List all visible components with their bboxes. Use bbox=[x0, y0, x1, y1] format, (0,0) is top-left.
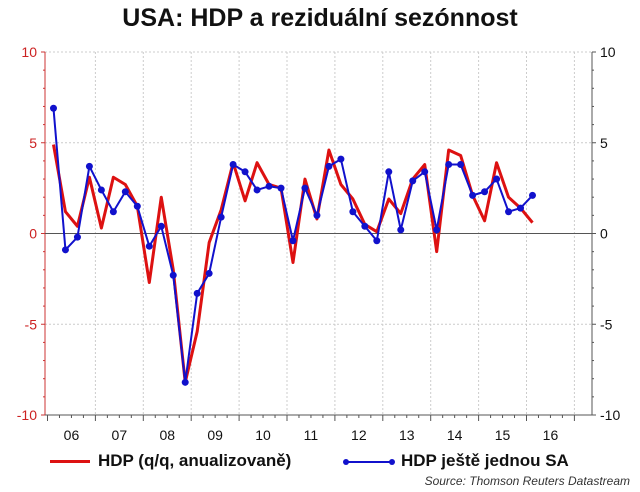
data-point bbox=[121, 188, 129, 196]
data-point bbox=[373, 237, 381, 245]
data-point bbox=[289, 237, 297, 245]
data-point bbox=[145, 242, 153, 250]
x-tick-label: 09 bbox=[207, 427, 223, 443]
y-tick-label-right: -5 bbox=[600, 316, 613, 332]
data-point bbox=[157, 222, 165, 230]
x-tick-label: 16 bbox=[543, 427, 559, 443]
data-point bbox=[277, 184, 285, 192]
data-point bbox=[97, 186, 105, 194]
data-point bbox=[457, 161, 465, 169]
x-tick-label: 11 bbox=[304, 427, 319, 443]
y-tick-label-left: -10 bbox=[17, 407, 37, 423]
legend-label-hdp: HDP (q/q, anualizovaně) bbox=[98, 451, 292, 470]
y-tick-label-right: -10 bbox=[600, 407, 620, 423]
data-point bbox=[397, 226, 405, 234]
y-tick-label-left: -5 bbox=[25, 316, 38, 332]
data-point bbox=[421, 168, 429, 176]
data-point bbox=[469, 191, 477, 199]
legend-item-hdp-sa: HDP ještě jednou SA bbox=[343, 451, 569, 471]
x-tick-label: 10 bbox=[255, 427, 271, 443]
data-point bbox=[325, 162, 333, 170]
data-point bbox=[433, 226, 441, 234]
data-point bbox=[528, 191, 536, 199]
y-tick-label-right: 10 bbox=[600, 44, 616, 60]
series-line-hdp bbox=[52, 144, 534, 384]
data-point bbox=[301, 184, 309, 192]
data-point bbox=[109, 208, 117, 216]
y-tick-label-right: 5 bbox=[600, 135, 608, 151]
y-tick-label-right: 0 bbox=[600, 226, 608, 242]
data-point bbox=[61, 246, 69, 254]
x-tick-label: 14 bbox=[447, 427, 463, 443]
legend-item-hdp: HDP (q/q, anualizovaně) bbox=[50, 451, 291, 471]
data-point bbox=[337, 155, 345, 163]
data-point bbox=[517, 204, 525, 212]
y-tick-label-left: 0 bbox=[29, 226, 37, 242]
data-point bbox=[85, 162, 93, 170]
data-point bbox=[133, 202, 141, 210]
legend-swatch-red bbox=[50, 460, 90, 464]
x-tick-label: 13 bbox=[399, 427, 415, 443]
data-point bbox=[481, 188, 489, 196]
data-point bbox=[361, 222, 369, 230]
legend-label-hdp-sa: HDP ještě jednou SA bbox=[401, 451, 569, 470]
y-tick-label-left: 10 bbox=[21, 44, 37, 60]
data-point bbox=[241, 168, 249, 176]
data-point bbox=[181, 378, 189, 386]
data-point bbox=[313, 211, 321, 219]
x-tick-label: 06 bbox=[64, 427, 80, 443]
data-point bbox=[73, 233, 81, 241]
data-point bbox=[445, 161, 453, 169]
data-point bbox=[229, 161, 237, 169]
data-point bbox=[493, 175, 501, 183]
data-point bbox=[253, 186, 261, 194]
x-tick-label: 15 bbox=[495, 427, 511, 443]
data-point bbox=[217, 213, 225, 221]
chart-title: USA: HDP a reziduální sezónnost bbox=[122, 4, 518, 32]
data-point bbox=[49, 104, 57, 112]
data-point bbox=[409, 177, 417, 185]
legend-swatch-blue bbox=[343, 458, 395, 465]
x-tick-label: 07 bbox=[112, 427, 128, 443]
source-note: Source: Thomson Reuters Datastream bbox=[424, 474, 630, 488]
data-point bbox=[505, 208, 513, 216]
data-point bbox=[349, 208, 357, 216]
data-point bbox=[205, 269, 213, 277]
series-line-hdp-sa bbox=[52, 108, 534, 384]
data-point bbox=[169, 271, 177, 279]
data-point bbox=[265, 182, 273, 190]
x-tick-label: 12 bbox=[351, 427, 367, 443]
data-point bbox=[193, 289, 201, 297]
x-tick-label: 08 bbox=[159, 427, 175, 443]
y-tick-label-left: 5 bbox=[29, 135, 37, 151]
data-point bbox=[385, 168, 393, 176]
